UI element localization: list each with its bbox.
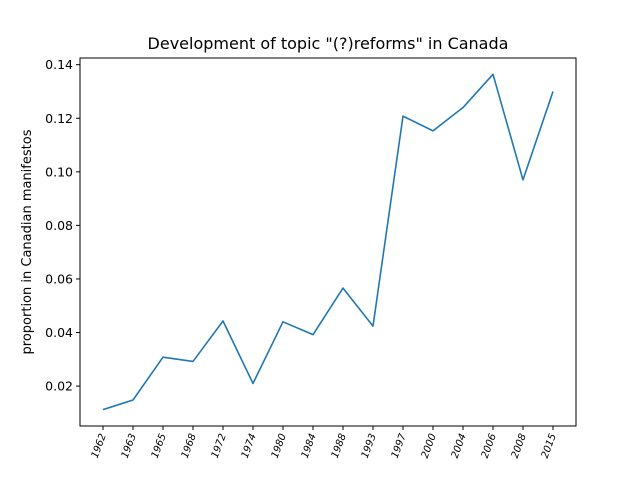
y-tick-label: 0.10 <box>45 164 73 179</box>
y-tick-label: 0.12 <box>45 111 73 126</box>
x-tick-label: 2004 <box>450 432 469 460</box>
y-tick-label: 0.06 <box>45 271 73 286</box>
x-tick-label: 1965 <box>150 432 169 460</box>
x-tick-label: 1997 <box>390 432 409 460</box>
y-tick-label: 0.04 <box>45 325 73 340</box>
x-tick-label: 1988 <box>330 432 349 460</box>
x-tick-label: 1962 <box>90 432 109 460</box>
x-tick-label: 2006 <box>480 432 499 460</box>
y-tick-label: 0.08 <box>45 218 73 233</box>
x-tick-label: 2000 <box>420 432 439 460</box>
x-tick-label: 1980 <box>270 432 289 460</box>
x-tick-label: 1993 <box>360 432 379 460</box>
x-tick-label: 1972 <box>210 432 229 460</box>
x-tick-label: 1968 <box>180 432 199 460</box>
x-tick-label: 1974 <box>240 432 259 460</box>
x-tick-label: 2015 <box>540 432 559 460</box>
x-tick-label: 1984 <box>300 432 319 460</box>
series-line <box>102 73 554 411</box>
y-axis: 0.02 0.04 0.06 0.08 0.10 0.12 0.14 <box>45 57 80 394</box>
y-axis-label: proportion in Canadian manifestos <box>20 129 35 354</box>
y-tick-label: 0.02 <box>45 379 73 394</box>
x-axis: 1962 1963 1965 1968 1972 1974 1980 1984 1988 1993… <box>90 426 559 460</box>
y-tick-label: 0.14 <box>45 57 73 72</box>
plot-frame <box>79 57 577 427</box>
x-tick-label: 1963 <box>120 432 139 460</box>
x-tick-label: 2008 <box>510 432 529 460</box>
plot-area <box>102 73 554 411</box>
chart-title: Development of topic "(?)reforms" in Can… <box>148 34 509 53</box>
